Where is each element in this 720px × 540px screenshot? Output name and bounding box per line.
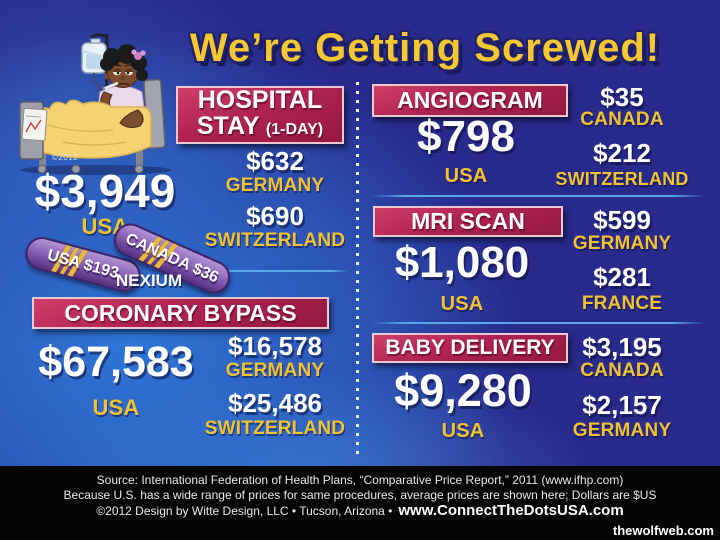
badge-mri-scan: MRI SCAN bbox=[373, 206, 563, 237]
mri-other-country-0: GERMANY bbox=[572, 233, 672, 254]
badge-angiogram: ANGIOGRAM bbox=[372, 84, 568, 117]
angiogram-other-price-0: $35 bbox=[600, 82, 644, 112]
hospital-other-country-1: SWITZERLAND bbox=[204, 230, 346, 251]
coronary-other-price-0: $16,578 bbox=[228, 331, 322, 361]
hospital-bed-illustration bbox=[19, 33, 172, 175]
poster-main-area: We’re Getting Screwed! bbox=[0, 0, 720, 466]
mri-other-country-1: FRANCE bbox=[581, 293, 663, 314]
right-section-divider-2 bbox=[372, 322, 705, 324]
left-section-divider bbox=[205, 270, 347, 272]
footer-source-line: Source: International Federation of Heal… bbox=[96, 473, 624, 487]
baby-usa-price: $9,280 bbox=[394, 365, 532, 416]
footer-credit-text: ©2012 Design by Witte Design, LLC • Tucs… bbox=[96, 504, 393, 518]
hospital-other-price-1: $690 bbox=[246, 201, 304, 231]
coronary-usa-label: USA bbox=[92, 395, 140, 420]
angiogram-other-country-0: CANADA bbox=[580, 109, 664, 130]
coronary-other-country-0: GERMANY bbox=[225, 360, 325, 381]
poster-title: We’re Getting Screwed! bbox=[189, 26, 661, 70]
footer-note-line: Because U.S. has a wide range of prices … bbox=[63, 488, 657, 502]
badge-hospital-note: (1-DAY) bbox=[265, 121, 324, 138]
angiogram-usa-label: USA bbox=[444, 165, 488, 187]
column-dotted-divider bbox=[356, 82, 359, 454]
baby-other-price-1: $2,157 bbox=[582, 390, 662, 420]
angiogram-other-country-1: SWITZERLAND bbox=[555, 169, 689, 189]
mri-other-price-1: $281 bbox=[593, 262, 651, 292]
nexium-label: NEXIUM bbox=[116, 271, 183, 290]
right-section-divider-1 bbox=[372, 195, 705, 197]
angiogram-other-price-1: $212 bbox=[593, 138, 651, 168]
coronary-usa-price: $67,583 bbox=[38, 338, 194, 386]
coronary-other-price-1: $25,486 bbox=[228, 388, 322, 418]
baby-other-price-0: $3,195 bbox=[582, 332, 662, 362]
coronary-other-country-1: SWITZERLAND bbox=[204, 418, 346, 439]
hospital-other-country-0: GERMANY bbox=[225, 175, 325, 196]
illustration-copyright: ©2012 bbox=[52, 153, 79, 162]
badge-hospital-stay: HOSPITAL STAY (1-DAY) bbox=[176, 86, 344, 144]
badge-baby-delivery: BABY DELIVERY bbox=[372, 333, 568, 363]
hospital-usa-price: $3,949 bbox=[34, 165, 176, 217]
hospital-other-price-0: $632 bbox=[246, 146, 304, 176]
badge-coronary-bypass: CORONARY BYPASS bbox=[32, 297, 329, 329]
footer-website-url: www.ConnectTheDotsUSA.com bbox=[398, 502, 624, 519]
footer: Source: International Federation of Heal… bbox=[0, 466, 720, 540]
watermark: thewolfweb.com bbox=[612, 523, 714, 538]
mri-usa-label: USA bbox=[440, 293, 484, 315]
mri-other-price-0: $599 bbox=[593, 205, 651, 235]
mri-usa-price: $1,080 bbox=[394, 238, 530, 287]
baby-other-country-0: CANADA bbox=[580, 360, 664, 381]
badge-hospital-line2: STAY bbox=[196, 112, 259, 140]
angiogram-usa-price: $798 bbox=[417, 112, 515, 161]
baby-other-country-1: GERMANY bbox=[572, 420, 672, 441]
badge-hospital-line1: HOSPITAL bbox=[197, 86, 323, 114]
baby-usa-label: USA bbox=[441, 420, 485, 442]
